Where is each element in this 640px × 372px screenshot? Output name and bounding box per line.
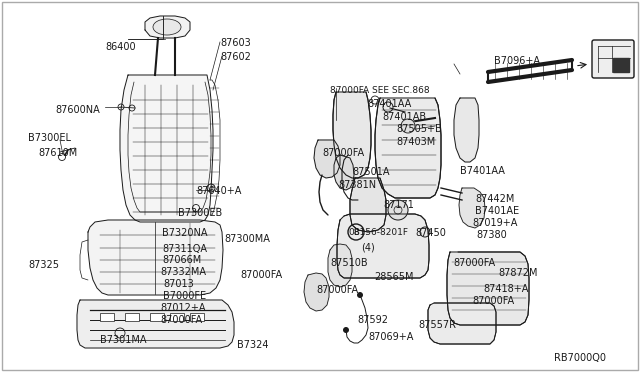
Bar bbox=[613, 58, 629, 72]
Text: 87311QA: 87311QA bbox=[162, 244, 207, 254]
Text: 87171: 87171 bbox=[383, 200, 414, 210]
Bar bbox=[170, 313, 184, 321]
Polygon shape bbox=[333, 92, 371, 178]
Text: 87325: 87325 bbox=[28, 260, 59, 270]
Text: 87600NA: 87600NA bbox=[55, 105, 100, 115]
Text: 87000FA: 87000FA bbox=[472, 296, 514, 306]
Circle shape bbox=[357, 292, 363, 298]
Text: 87000FA: 87000FA bbox=[453, 258, 495, 268]
Text: 87066M: 87066M bbox=[162, 255, 201, 265]
Text: B7401AA: B7401AA bbox=[460, 166, 505, 176]
Text: 87610M: 87610M bbox=[38, 148, 77, 158]
FancyBboxPatch shape bbox=[592, 40, 634, 78]
Text: 87510B: 87510B bbox=[330, 258, 367, 268]
Text: 87640+A: 87640+A bbox=[196, 186, 241, 196]
Polygon shape bbox=[88, 220, 223, 295]
Polygon shape bbox=[350, 178, 386, 232]
Text: 87380: 87380 bbox=[476, 230, 507, 240]
Circle shape bbox=[388, 200, 408, 220]
Text: 87872M: 87872M bbox=[498, 268, 538, 278]
Polygon shape bbox=[328, 244, 352, 287]
Polygon shape bbox=[337, 214, 429, 278]
Text: 87000FA: 87000FA bbox=[316, 285, 358, 295]
Text: 87505+B: 87505+B bbox=[396, 124, 442, 134]
Text: 87442M: 87442M bbox=[475, 194, 515, 204]
Text: 87501A: 87501A bbox=[352, 167, 390, 177]
Polygon shape bbox=[334, 155, 354, 190]
Text: 87332MA: 87332MA bbox=[160, 267, 206, 277]
Ellipse shape bbox=[153, 19, 181, 35]
Text: 87300MA: 87300MA bbox=[224, 234, 270, 244]
Text: B7324: B7324 bbox=[237, 340, 269, 350]
Text: 87418+A: 87418+A bbox=[483, 284, 529, 294]
Text: RB7000Q0: RB7000Q0 bbox=[554, 353, 606, 363]
Text: 87403M: 87403M bbox=[396, 137, 435, 147]
Polygon shape bbox=[314, 140, 340, 178]
Text: 87602: 87602 bbox=[220, 52, 251, 62]
Text: 87019+A: 87019+A bbox=[472, 218, 517, 228]
Text: B7096+A: B7096+A bbox=[494, 56, 540, 66]
Text: 86400: 86400 bbox=[105, 42, 136, 52]
Polygon shape bbox=[459, 188, 485, 228]
Text: 87012+A: 87012+A bbox=[160, 303, 205, 313]
Text: 87000FA: 87000FA bbox=[160, 315, 202, 325]
Circle shape bbox=[401, 119, 415, 133]
Text: 87000FA SEE SEC.868: 87000FA SEE SEC.868 bbox=[330, 86, 429, 95]
Text: B7401AE: B7401AE bbox=[475, 206, 519, 216]
Bar bbox=[100, 313, 114, 321]
Polygon shape bbox=[77, 300, 234, 348]
Text: 87592: 87592 bbox=[357, 315, 388, 325]
Text: 87381N: 87381N bbox=[338, 180, 376, 190]
Text: B7300EB: B7300EB bbox=[178, 208, 222, 218]
Polygon shape bbox=[428, 303, 496, 344]
Text: 08156-8201F: 08156-8201F bbox=[348, 228, 408, 237]
Text: 87557R: 87557R bbox=[418, 320, 456, 330]
Polygon shape bbox=[304, 273, 329, 311]
Text: B7300EL: B7300EL bbox=[28, 133, 71, 143]
Polygon shape bbox=[375, 98, 441, 198]
Polygon shape bbox=[447, 252, 529, 325]
Text: 87069+A: 87069+A bbox=[368, 332, 413, 342]
Text: B7301MA: B7301MA bbox=[100, 335, 147, 345]
Polygon shape bbox=[454, 98, 479, 162]
Text: 87450: 87450 bbox=[415, 228, 446, 238]
Bar bbox=[150, 313, 164, 321]
Polygon shape bbox=[120, 75, 213, 222]
Text: B: B bbox=[353, 228, 359, 237]
Text: 87401AA: 87401AA bbox=[367, 99, 412, 109]
Bar bbox=[190, 313, 204, 321]
Bar bbox=[125, 313, 139, 321]
Text: 87000FA: 87000FA bbox=[322, 148, 364, 158]
Text: B7320NA: B7320NA bbox=[162, 228, 207, 238]
Polygon shape bbox=[145, 16, 190, 38]
Text: (4): (4) bbox=[361, 242, 375, 252]
Text: +: + bbox=[209, 185, 215, 191]
Text: 28565M: 28565M bbox=[374, 272, 413, 282]
Text: 87603: 87603 bbox=[220, 38, 251, 48]
Text: 87000FA: 87000FA bbox=[240, 270, 282, 280]
Text: 87013: 87013 bbox=[163, 279, 194, 289]
Circle shape bbox=[343, 327, 349, 333]
Text: B7000FE: B7000FE bbox=[163, 291, 206, 301]
Text: 87401AB: 87401AB bbox=[382, 112, 426, 122]
